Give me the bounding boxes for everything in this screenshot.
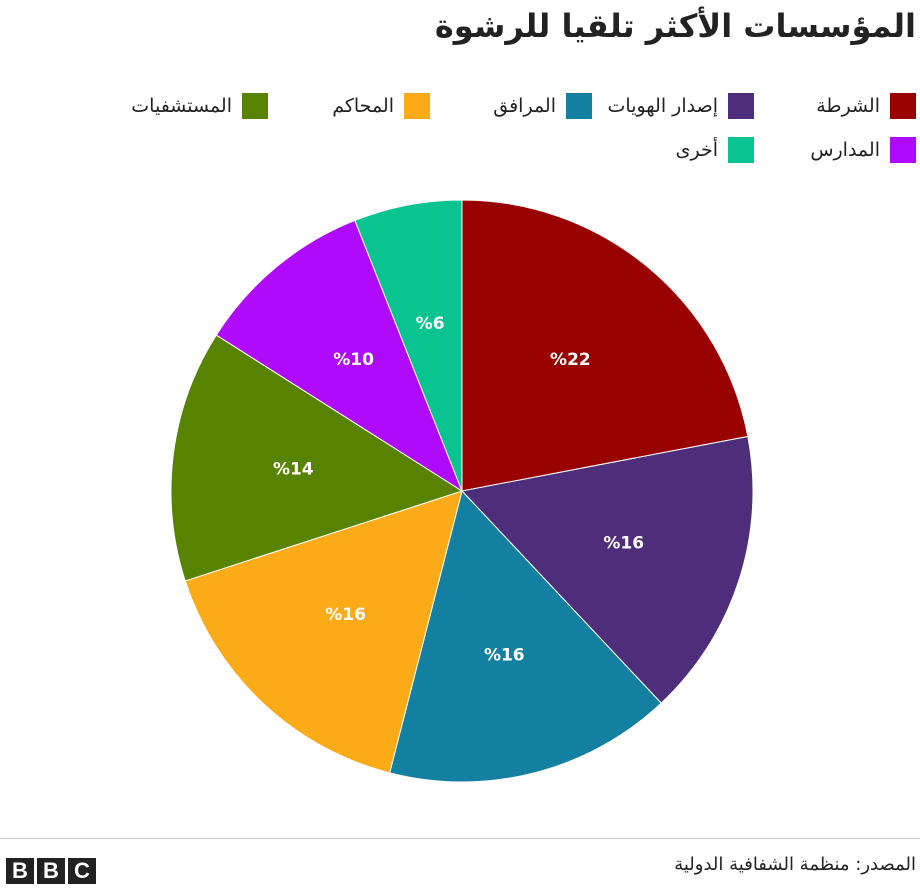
pie-slice (461, 435, 754, 704)
legend-item: المدارس (754, 134, 916, 166)
legend-swatch (890, 137, 916, 163)
slice-value-label: %6 (416, 314, 445, 334)
legend-swatch (404, 93, 430, 119)
slice-value-label: %10 (333, 350, 374, 370)
legend-label: المدارس (810, 139, 880, 161)
legend-item: المحاكم (268, 90, 430, 122)
legend-item: الشرطة (754, 90, 916, 122)
legend-label: المحاكم (332, 95, 394, 117)
footer-divider (0, 838, 920, 839)
slice-value-label: %14 (273, 460, 314, 480)
legend: الشرطة إصدار الهويات المرافق المحاكم المستشف… (104, 90, 916, 166)
legend-label: إصدار الهويات (607, 95, 718, 117)
bbc-logo-letter: B (6, 858, 34, 884)
legend-swatch (728, 137, 754, 163)
bbc-logo-letter: C (68, 858, 96, 884)
legend-item: أخرى (592, 134, 754, 166)
pie-slice (461, 199, 749, 492)
pie-chart: %22 %16 %16 %16 %14 %10 %6 (170, 199, 754, 783)
slice-value-label: %16 (603, 534, 644, 554)
bbc-logo-letter: B (37, 858, 65, 884)
legend-item: المرافق (430, 90, 592, 122)
pie-slice (184, 490, 463, 774)
legend-label: أخرى (675, 139, 718, 161)
chart-title: المؤسسات الأكثر تلقيا للرشوة (434, 7, 916, 45)
legend-label: المستشفيات (131, 95, 232, 117)
legend-item: إصدار الهويات (592, 90, 754, 122)
legend-swatch (566, 93, 592, 119)
pie-slice (170, 334, 464, 582)
slice-value-label: %22 (550, 350, 591, 370)
pie-slice (389, 489, 662, 783)
source-note: المصدر: منظمة الشفافية الدولية (674, 854, 916, 875)
slice-value-label: %16 (484, 646, 525, 666)
legend-label: الشرطة (816, 95, 880, 117)
legend-item: المستشفيات (106, 90, 268, 122)
legend-swatch (242, 93, 268, 119)
legend-swatch (728, 93, 754, 119)
slice-value-label: %16 (325, 605, 366, 625)
legend-swatch (890, 93, 916, 119)
pie-slice (354, 199, 463, 492)
pie-slice (215, 219, 464, 493)
legend-label: المرافق (493, 95, 556, 117)
